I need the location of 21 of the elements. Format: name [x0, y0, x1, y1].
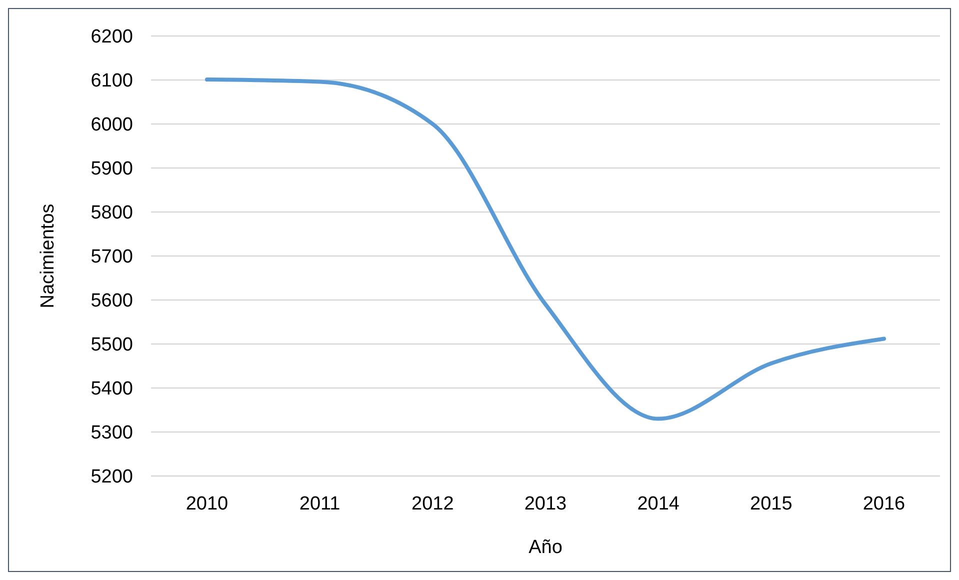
x-tick-label: 2014 — [637, 493, 680, 514]
y-tick-label: 5600 — [90, 290, 133, 312]
x-tick-label: 2010 — [186, 493, 228, 514]
y-tick-label: 5200 — [90, 466, 133, 488]
line-series — [205, 78, 886, 421]
y-tick-label: 5800 — [90, 202, 133, 224]
x-tick-label: 2013 — [524, 493, 567, 514]
y-tick-label: 5500 — [90, 334, 133, 356]
y-tick-label: 6100 — [90, 70, 133, 92]
x-tick-label: 2012 — [412, 493, 454, 514]
x-axis-title: Año — [528, 537, 562, 558]
x-tick-label: 2016 — [862, 493, 906, 514]
y-tick-label: 5400 — [90, 378, 133, 400]
x-tick-label: 2011 — [299, 493, 340, 514]
y-tick-label: 5700 — [90, 246, 133, 268]
y-tick-label: 6000 — [90, 114, 133, 136]
y-axis-title: Nacimientos — [38, 204, 59, 308]
x-tick-label: 2015 — [750, 493, 792, 514]
y-tick-label: 5900 — [90, 158, 133, 180]
y-tick-label: 6200 — [90, 26, 133, 48]
y-tick-label: 5300 — [90, 422, 133, 444]
